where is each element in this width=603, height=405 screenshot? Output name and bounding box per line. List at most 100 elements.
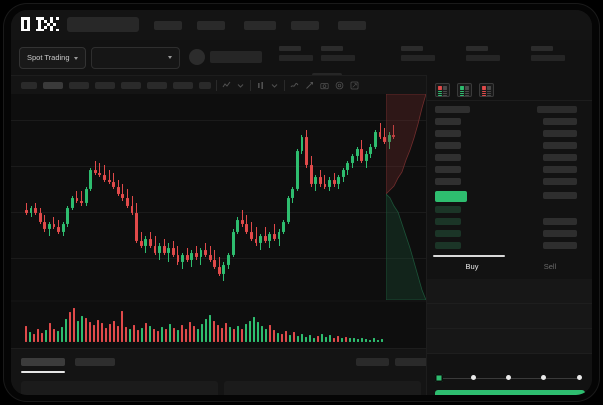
slider-step-4[interactable]	[577, 375, 582, 380]
timeframe-5[interactable]	[147, 82, 167, 89]
volume-bar	[261, 325, 264, 342]
nav-item-0[interactable]	[154, 21, 182, 30]
nav-item-2[interactable]	[244, 21, 276, 30]
volume-bar	[213, 320, 216, 342]
volume-bar	[197, 329, 200, 342]
candle	[135, 104, 139, 300]
slider-step-1[interactable]	[471, 375, 476, 380]
orderbook-last-price	[435, 191, 467, 202]
line-tool-icon[interactable]	[290, 81, 299, 90]
volume-bar	[377, 340, 380, 342]
slider-handle[interactable]	[435, 374, 443, 382]
volume-bar	[57, 331, 60, 342]
stat-label	[321, 46, 343, 51]
nav-item-3[interactable]	[291, 21, 319, 30]
volume-bar	[369, 340, 372, 342]
timeframe-2[interactable]	[69, 82, 89, 89]
volume-bar	[137, 330, 140, 342]
volume-bar	[81, 316, 84, 342]
candle	[171, 104, 175, 300]
indicator-icon[interactable]	[222, 81, 231, 90]
timeframe-1[interactable]	[43, 82, 63, 89]
nav-item-4[interactable]	[338, 21, 366, 30]
candle	[318, 104, 322, 300]
okx-logo-icon[interactable]	[21, 17, 59, 32]
tab-sell[interactable]: Sell	[543, 262, 557, 271]
order-book[interactable]	[427, 100, 592, 256]
asks-icon[interactable]	[479, 83, 494, 97]
pair-select[interactable]	[91, 47, 180, 69]
bottom-action-0[interactable]	[356, 358, 389, 366]
search-input[interactable]	[67, 17, 139, 32]
order-field-0[interactable]	[427, 279, 592, 304]
candle	[314, 104, 318, 300]
nav-item-1[interactable]	[197, 21, 225, 30]
indicator-dropdown-icon[interactable]	[236, 81, 245, 90]
timeframe-6[interactable]	[173, 82, 193, 89]
volume-bar	[73, 308, 76, 342]
bottom-tab-0[interactable]	[21, 358, 65, 366]
volume-bar	[157, 331, 160, 342]
submit-buy-button[interactable]	[435, 390, 585, 395]
fullscreen-icon[interactable]	[350, 81, 359, 90]
candle	[332, 104, 336, 300]
volume-bar	[89, 322, 92, 342]
volume-bar	[317, 335, 320, 342]
slider-step-3[interactable]	[541, 375, 546, 380]
bids-icon[interactable]	[457, 83, 472, 97]
timeframe-0[interactable]	[21, 82, 37, 89]
candle	[364, 104, 368, 300]
timeframe-4[interactable]	[121, 82, 141, 89]
camera-icon[interactable]	[320, 81, 329, 90]
slider-step-2[interactable]	[506, 375, 511, 380]
orderbook-bid-amount	[543, 242, 577, 249]
chart-gridline	[11, 212, 426, 213]
candle	[185, 104, 189, 300]
volume-bar	[85, 317, 88, 342]
bottom-tab-1[interactable]	[75, 358, 115, 366]
chart-type-icon[interactable]	[256, 81, 265, 90]
volume-bar	[193, 325, 196, 342]
volume-bar	[225, 323, 228, 342]
volume-bar	[105, 327, 108, 342]
timeframe-3[interactable]	[95, 82, 115, 89]
orderbook-ask-price	[435, 130, 461, 137]
volume-bar	[133, 325, 136, 342]
volume-bar	[77, 320, 80, 342]
timeframe-7[interactable]	[199, 82, 211, 89]
volume-bar	[93, 325, 96, 342]
settings-icon[interactable]	[335, 81, 344, 90]
avatar[interactable]	[189, 49, 205, 65]
volume-bar	[153, 328, 156, 342]
chevron-down-icon	[168, 56, 172, 59]
candle	[351, 104, 354, 300]
order-field-1[interactable]	[427, 304, 592, 329]
volume-bar	[285, 331, 288, 342]
volume-bar	[177, 330, 180, 342]
bottom-action-1[interactable]	[395, 358, 428, 366]
volume-bar	[345, 336, 348, 342]
toolbar-divider	[250, 80, 251, 91]
order-field-2[interactable]	[427, 329, 592, 354]
candle	[309, 104, 313, 300]
stat-label	[531, 46, 553, 51]
candle	[383, 104, 387, 300]
bottom-card-1[interactable]	[224, 381, 421, 395]
amount-slider[interactable]	[435, 372, 585, 384]
tab-buy[interactable]: Buy	[465, 262, 479, 271]
measure-icon[interactable]	[305, 81, 314, 90]
candle	[213, 104, 217, 300]
candle	[61, 104, 65, 300]
bottom-card-0[interactable]	[21, 381, 218, 395]
both-icon[interactable]	[435, 83, 450, 97]
market-stat-4	[531, 46, 565, 61]
orderbook-last-amount	[543, 192, 577, 199]
orderbook-ask-price	[435, 118, 461, 125]
candle	[355, 104, 359, 300]
candle	[153, 104, 157, 300]
candle	[144, 104, 148, 300]
market-type-dropdown[interactable]: Spot Trading	[19, 47, 86, 69]
candlestick-chart[interactable]	[11, 94, 426, 300]
volume-bar	[145, 323, 148, 342]
chart-type-dropdown-icon[interactable]	[270, 81, 279, 90]
